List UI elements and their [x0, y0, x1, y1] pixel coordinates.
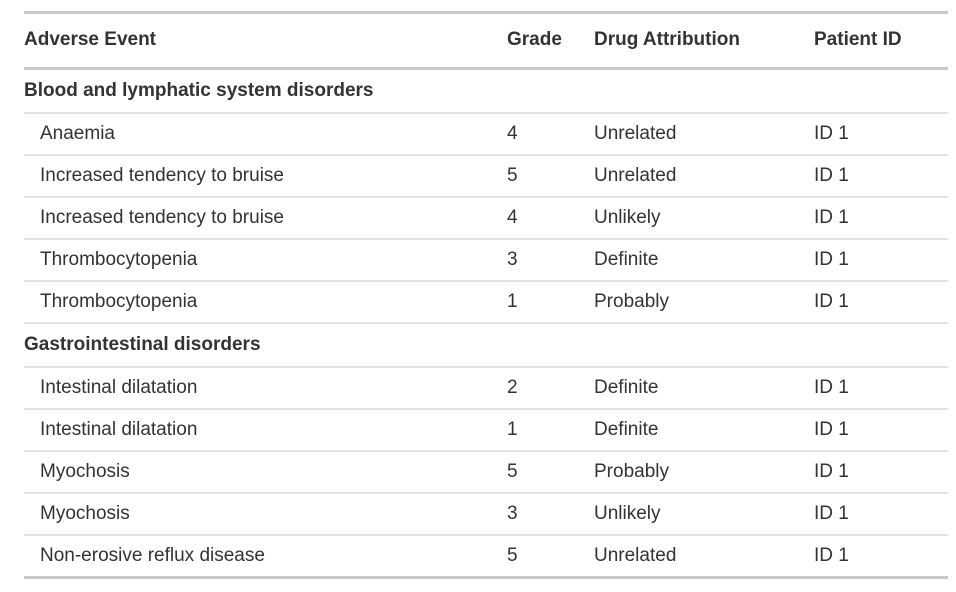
- drug-attribution-cell: Probably: [594, 281, 814, 324]
- table-row: Increased tendency to bruise 4 Unlikely ID …: [24, 197, 948, 240]
- patient-id-cell: ID 1: [814, 451, 948, 494]
- grade-cell: 4: [507, 113, 594, 156]
- drug-attribution-cell: Probably: [594, 451, 814, 494]
- adverse-event-cell: Intestinal dilatation: [24, 367, 507, 410]
- adverse-event-cell: Thrombocytopenia: [24, 239, 507, 282]
- grade-cell: 5: [507, 155, 594, 198]
- patient-id-cell: ID 1: [814, 367, 948, 410]
- table-row: Myochosis 3 Unlikely ID 1: [24, 493, 948, 536]
- adverse-event-cell: Myochosis: [24, 493, 507, 536]
- grade-cell: 3: [507, 493, 594, 536]
- col-header-drug-attribution: Drug Attribution: [594, 11, 814, 70]
- table-row: Increased tendency to bruise 5 Unrelated ID…: [24, 155, 948, 198]
- patient-id-cell: ID 1: [814, 155, 948, 198]
- adverse-event-cell: Anaemia: [24, 113, 507, 156]
- patient-id-cell: ID 1: [814, 535, 948, 579]
- group-header-row: Blood and lymphatic system disorders: [24, 68, 948, 114]
- grade-cell: 4: [507, 197, 594, 240]
- table-row: Anaemia 4 Unrelated ID 1: [24, 113, 948, 156]
- adverse-events-table: Adverse Event Grade Drug Attribution Pat…: [24, 11, 948, 579]
- patient-id-cell: ID 1: [814, 281, 948, 324]
- table-row: Thrombocytopenia 3 Definite ID 1: [24, 239, 948, 282]
- drug-attribution-cell: Unlikely: [594, 493, 814, 536]
- grade-cell: 5: [507, 535, 594, 579]
- drug-attribution-cell: Unlikely: [594, 197, 814, 240]
- adverse-event-cell: Non-erosive reflux disease: [24, 535, 507, 579]
- group-header-label: Gastrointestinal disorders: [24, 323, 948, 368]
- col-header-patient-id: Patient ID: [814, 11, 948, 70]
- table-row: Myochosis 5 Probably ID 1: [24, 451, 948, 494]
- group-header-label: Blood and lymphatic system disorders: [24, 68, 948, 114]
- grade-cell: 2: [507, 367, 594, 410]
- adverse-event-cell: Increased tendency to bruise: [24, 155, 507, 198]
- header-row: Adverse Event Grade Drug Attribution Pat…: [24, 11, 948, 70]
- drug-attribution-cell: Definite: [594, 367, 814, 410]
- table-row: Non-erosive reflux disease 5 Unrelated ID 1: [24, 535, 948, 579]
- patient-id-cell: ID 1: [814, 493, 948, 536]
- grade-cell: 1: [507, 281, 594, 324]
- patient-id-cell: ID 1: [814, 197, 948, 240]
- table-header: Adverse Event Grade Drug Attribution Pat…: [24, 11, 948, 70]
- adverse-event-cell: Intestinal dilatation: [24, 409, 507, 452]
- adverse-event-cell: Increased tendency to bruise: [24, 197, 507, 240]
- table-row: Intestinal dilatation 1 Definite ID 1: [24, 409, 948, 452]
- drug-attribution-cell: Definite: [594, 409, 814, 452]
- grade-cell: 1: [507, 409, 594, 452]
- group-header-row: Gastrointestinal disorders: [24, 323, 948, 368]
- col-header-adverse-event: Adverse Event: [24, 11, 507, 70]
- table-body: Blood and lymphatic system disorders Anae…: [24, 68, 948, 579]
- grade-cell: 3: [507, 239, 594, 282]
- adverse-event-cell: Thrombocytopenia: [24, 281, 507, 324]
- col-header-grade: Grade: [507, 11, 594, 70]
- drug-attribution-cell: Unrelated: [594, 113, 814, 156]
- table-row: Thrombocytopenia 1 Probably ID 1: [24, 281, 948, 324]
- patient-id-cell: ID 1: [814, 113, 948, 156]
- adverse-event-cell: Myochosis: [24, 451, 507, 494]
- patient-id-cell: ID 1: [814, 409, 948, 452]
- table-row: Intestinal dilatation 2 Definite ID 1: [24, 367, 948, 410]
- grade-cell: 5: [507, 451, 594, 494]
- drug-attribution-cell: Unrelated: [594, 155, 814, 198]
- drug-attribution-cell: Unrelated: [594, 535, 814, 579]
- drug-attribution-cell: Definite: [594, 239, 814, 282]
- patient-id-cell: ID 1: [814, 239, 948, 282]
